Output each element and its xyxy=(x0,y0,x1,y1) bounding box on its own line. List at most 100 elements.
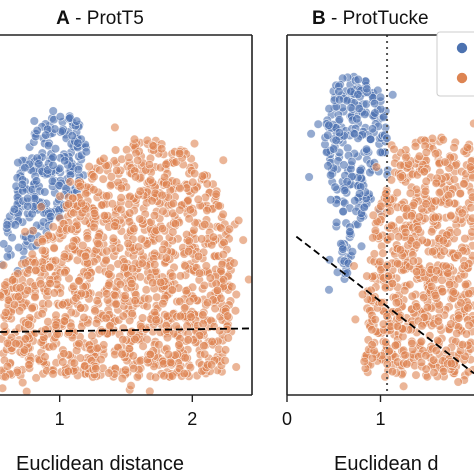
panel-b-point xyxy=(429,368,439,378)
panel-a-point xyxy=(74,339,84,349)
panel-a-point xyxy=(120,291,130,301)
panel-a-point xyxy=(145,349,155,359)
panel-a-point xyxy=(117,349,127,359)
panel-a-point xyxy=(22,193,33,203)
panel-b-point xyxy=(456,298,466,308)
panel-a-point xyxy=(231,362,241,372)
panel-a-point xyxy=(2,252,13,262)
panel-a-point xyxy=(92,343,102,353)
panel-a-point xyxy=(143,294,153,304)
panel-a-point xyxy=(135,214,145,224)
panel-a-point xyxy=(17,179,27,189)
panel-b-point xyxy=(366,134,376,144)
panel-b-point xyxy=(367,124,378,134)
panel-b-point xyxy=(420,186,431,196)
panel-a-point xyxy=(15,306,25,316)
panel-a-point xyxy=(0,321,9,331)
panel-b-title: B - ProtTucke xyxy=(312,8,429,29)
panel-b-point xyxy=(431,346,441,356)
panel-b-point xyxy=(431,196,441,206)
panel-b-point xyxy=(367,340,377,350)
panel-b-point xyxy=(421,364,431,374)
panel-a-point xyxy=(135,186,145,196)
panel-a-point xyxy=(138,313,148,323)
panel-a-point xyxy=(134,242,144,252)
panel-b-point xyxy=(454,313,464,323)
panel-b-point xyxy=(395,215,405,225)
panel-b-point xyxy=(433,316,443,326)
panel-b-point xyxy=(370,315,380,325)
panel-a-point xyxy=(175,271,186,281)
panel-a-point xyxy=(69,358,79,368)
panel-a-point xyxy=(152,292,162,302)
panel-a-point xyxy=(18,378,28,388)
panel-a-point xyxy=(79,313,89,323)
panel-a-point xyxy=(63,366,73,376)
panel-b-point xyxy=(396,172,406,182)
panel-a-point xyxy=(48,341,58,352)
panel-b-point xyxy=(360,109,370,119)
panel-a-point xyxy=(220,356,230,366)
panel-a-point xyxy=(0,372,10,382)
panel-a-point xyxy=(67,241,77,251)
panel-a-point xyxy=(136,234,146,244)
panel-a-point xyxy=(146,175,156,185)
panel-a-point xyxy=(170,219,180,229)
panel-b-point xyxy=(421,147,432,157)
panel-b-point xyxy=(419,293,429,303)
panel-a-point xyxy=(223,311,233,321)
panel-b-point xyxy=(340,186,350,196)
panel-a-point xyxy=(50,144,61,154)
panel-a-point xyxy=(102,191,112,201)
panel-b-point xyxy=(461,329,472,339)
panel-a-point xyxy=(22,201,33,211)
panel-a-point xyxy=(119,263,130,273)
panel-b-point xyxy=(411,370,421,380)
panel-b-point xyxy=(304,172,314,182)
panel-a-point xyxy=(129,363,139,374)
panel-a-point xyxy=(101,256,111,266)
panel-b-point xyxy=(417,321,427,331)
panel-a-point xyxy=(136,322,146,332)
panel-a-point xyxy=(66,224,77,234)
panel-a-point xyxy=(157,224,168,234)
legend-marker-0 xyxy=(456,42,468,54)
panel-b-point xyxy=(368,210,378,220)
panel-a-point xyxy=(161,253,171,263)
panel-a-point xyxy=(105,321,115,331)
panel-b-point xyxy=(405,280,415,290)
panel-a-point xyxy=(184,236,194,246)
panel-a-point xyxy=(116,183,126,193)
panel-a-point xyxy=(104,280,114,290)
panel-b-point xyxy=(437,275,447,285)
panel-a-point xyxy=(227,282,237,292)
panel-b-point xyxy=(414,151,425,161)
panel-a-point xyxy=(162,333,173,343)
panel-b-point xyxy=(406,211,417,221)
panel-b-point xyxy=(375,257,385,267)
panel-b-point xyxy=(452,328,462,339)
panel-a-point xyxy=(166,357,176,368)
panel-b-point xyxy=(332,217,342,228)
panel-a-point xyxy=(129,224,139,234)
panel-a-point xyxy=(142,239,152,249)
panel-b-point xyxy=(381,337,391,347)
panel-a-point xyxy=(101,289,112,299)
panel-a-point xyxy=(123,238,133,249)
panel-a-point xyxy=(48,106,58,116)
panel-b-point xyxy=(392,321,403,331)
panel-a-point xyxy=(89,222,99,232)
panel-b-point xyxy=(458,340,468,350)
panel-a-point xyxy=(145,386,155,395)
panel-b-point xyxy=(386,175,397,185)
panel-b-point xyxy=(313,119,323,129)
panel-a-point xyxy=(141,285,151,295)
panel-a-point xyxy=(27,303,37,313)
panel-a-point xyxy=(31,373,41,383)
panel-a-point xyxy=(78,240,88,251)
panel-a-point xyxy=(131,172,141,182)
panel-b-point xyxy=(375,147,386,157)
panel-b-point xyxy=(463,303,473,313)
